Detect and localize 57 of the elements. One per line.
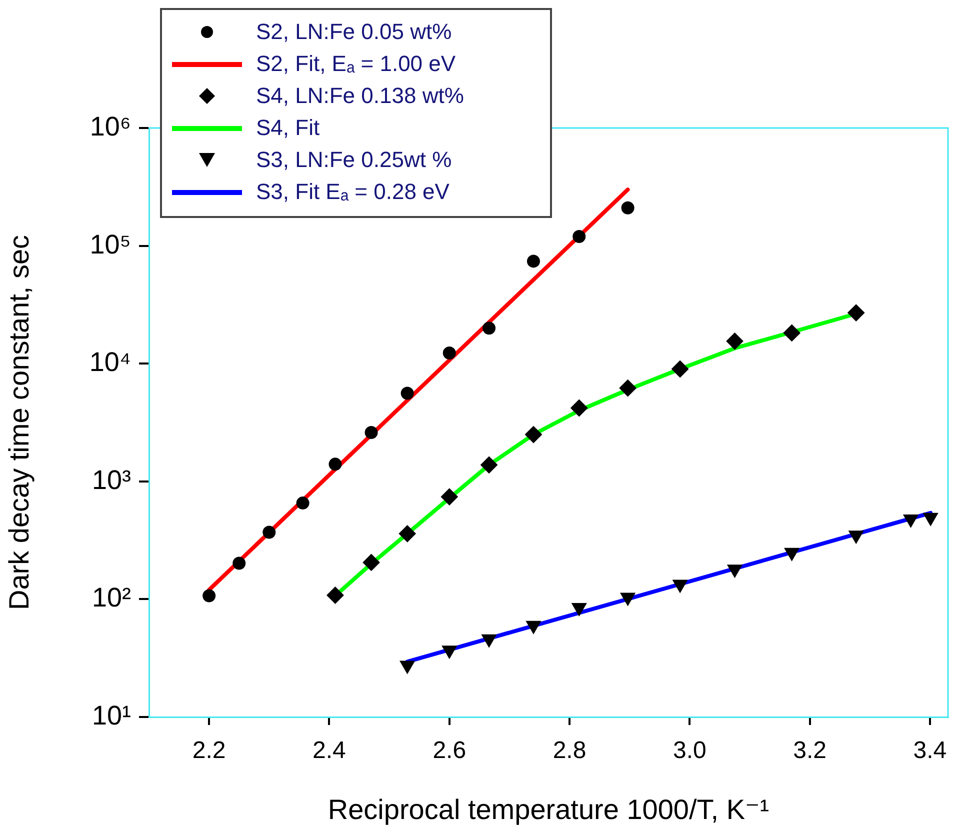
point <box>621 201 634 214</box>
legend-label: S2, Fit, Eₐ = 1.00 eV <box>256 51 456 77</box>
legend-label: S3, LN:Fe 0.25wt % <box>256 147 452 173</box>
y-axis-title: Dark decay time constant, sec <box>4 234 35 610</box>
point <box>400 660 415 674</box>
legend-label: S4, LN:Fe 0.138 wt% <box>256 83 464 109</box>
y-tick-label: 10¹ <box>92 700 131 730</box>
y-tick-label: 10² <box>92 582 131 613</box>
legend-label: S2, LN:Fe 0.05 wt% <box>256 19 452 45</box>
x-tick-label: 2.4 <box>312 737 346 764</box>
x-tick-label: 2.2 <box>192 737 226 764</box>
point <box>726 332 744 350</box>
point <box>480 456 498 474</box>
y-tick-label: 10³ <box>92 464 131 495</box>
point <box>482 634 496 648</box>
x-tick-label: 2.8 <box>552 737 586 764</box>
point <box>326 586 344 604</box>
point <box>442 346 456 360</box>
legend-label: S3, Fit Eₐ = 0.28 eV <box>256 179 450 205</box>
y-tick-label: 10⁵ <box>90 229 131 260</box>
point <box>620 592 636 606</box>
point <box>262 526 276 539</box>
point <box>903 514 918 528</box>
point <box>232 556 246 570</box>
point <box>524 426 542 444</box>
point <box>727 564 742 578</box>
point <box>440 488 458 506</box>
point <box>482 322 496 335</box>
point <box>923 512 938 526</box>
point <box>572 603 587 616</box>
point <box>570 399 588 416</box>
y-tick-label: 10⁶ <box>90 111 131 142</box>
point <box>572 230 586 243</box>
point <box>784 548 800 561</box>
x-tick-label: 2.6 <box>432 737 466 764</box>
point <box>619 380 636 397</box>
point <box>526 254 540 268</box>
point <box>672 580 688 593</box>
legend-label: S4, Fit <box>256 115 320 141</box>
y-tick-label: 10⁴ <box>89 347 131 378</box>
point <box>398 525 416 542</box>
point <box>202 589 216 602</box>
point <box>526 620 541 634</box>
point <box>400 386 414 400</box>
point <box>296 496 310 510</box>
point <box>364 426 378 440</box>
point <box>848 530 864 544</box>
point <box>362 554 380 571</box>
x-axis-title: Reciprocal temperature 1000/T, K⁻¹ <box>328 794 770 825</box>
point <box>672 360 689 378</box>
x-tick-label: 3.2 <box>793 737 827 764</box>
point <box>783 324 800 342</box>
point <box>328 458 342 471</box>
x-tick-label: 3.0 <box>672 737 706 764</box>
point <box>442 646 457 659</box>
x-tick-label: 3.4 <box>913 737 947 764</box>
point <box>848 304 865 322</box>
